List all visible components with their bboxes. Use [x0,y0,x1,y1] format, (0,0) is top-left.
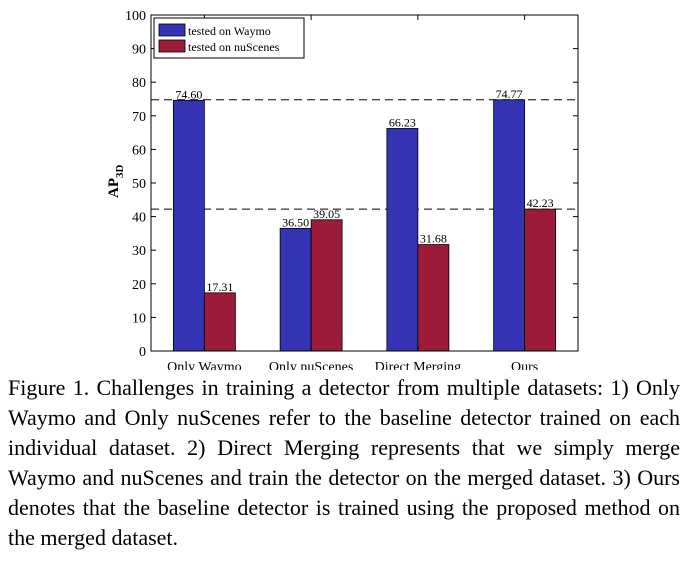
x-tick-label: Only Waymo [167,360,241,370]
bar [417,244,450,352]
bars: 74.60 36.50 66.23 74.77 17.31 39.05 31.68 42.23 [172,87,557,352]
bar [279,227,312,352]
bar-value-label: 42.23 [527,196,554,210]
x-tick-label: Ours [511,360,538,370]
y-tick-label: 40 [132,211,146,226]
x-tick-label: Direct Merging [375,360,461,370]
bar-value-label: 39.05 [313,207,340,221]
legend-swatch [158,39,186,53]
x-axis: Only Waymo Only nuScenes Direct Merging Our… [167,15,538,370]
bar-value-label: 74.60 [175,87,202,101]
y-axis-label-subscript: 3D [114,165,126,179]
bar-chart: 74.60 36.50 66.23 74.77 17.31 39.05 31.68 42.23… [106,9,579,370]
y-tick-label: 60 [132,143,146,158]
bar [386,128,419,352]
bar [310,219,343,352]
bar [172,99,205,352]
y-axis: 0 10 20 30 40 50 60 70 80 90 100 [125,9,578,360]
y-tick-label: 20 [132,278,146,293]
y-tick-label: 80 [132,76,146,91]
bar-value-label: 66.23 [389,115,416,129]
y-tick-label: 90 [132,43,146,58]
bar-value-label: 36.50 [282,215,309,229]
bar [524,208,557,352]
y-tick-label: 100 [125,9,146,24]
bar-value-label: 17.31 [206,280,233,294]
bar [203,292,236,352]
legend-label: tested on Waymo [188,24,271,38]
bar-value-label: 74.77 [496,87,523,101]
figure-caption: Figure 1. Challenges in training a detec… [8,375,680,550]
y-tick-label: 30 [132,244,146,259]
y-tick-label: 10 [132,311,146,326]
y-axis-label-main: AP [106,178,122,198]
bar [493,99,526,352]
y-axis-label: AP3D [106,165,126,199]
x-tick-label: Only nuScenes [269,360,353,370]
y-tick-label: 70 [132,110,146,125]
y-tick-label: 50 [132,177,146,192]
bar-value-label: 31.68 [420,232,447,246]
legend-swatch [158,23,186,37]
legend: tested on Waymo tested on nuScenes [153,17,305,59]
legend-label: tested on nuScenes [188,40,280,54]
y-tick-label: 0 [139,345,146,360]
